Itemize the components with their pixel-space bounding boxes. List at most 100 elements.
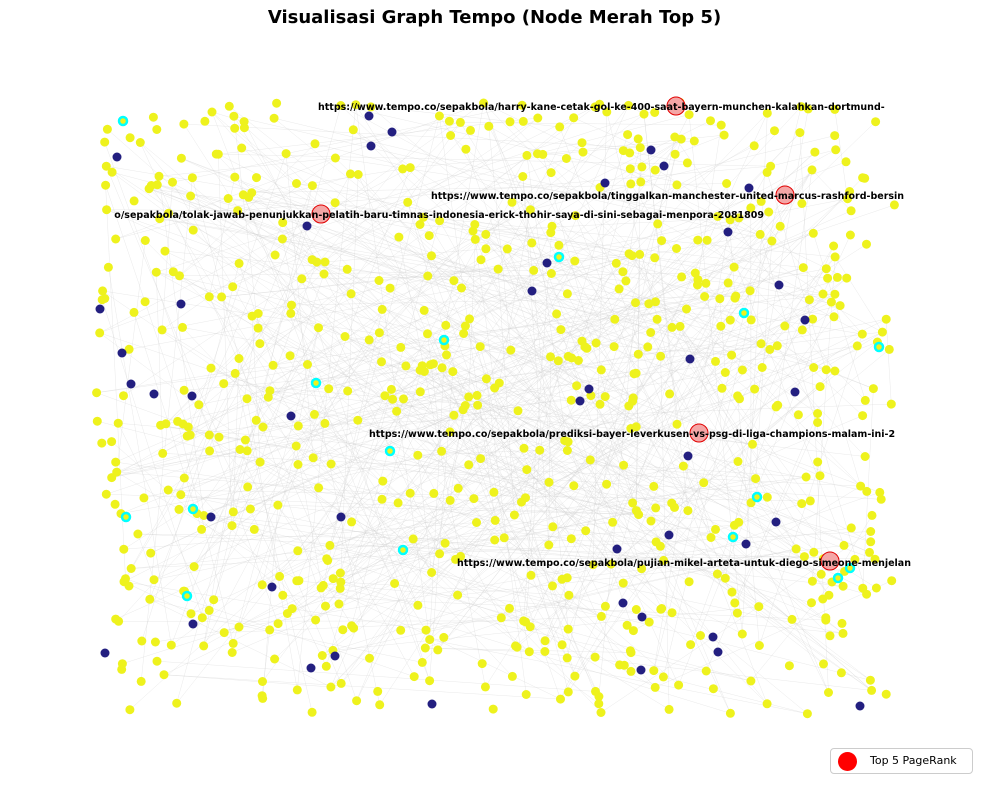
graph-node [725, 708, 735, 718]
legend: Top 5 PageRank [830, 748, 973, 774]
graph-node [836, 668, 846, 678]
graph-node [375, 700, 385, 710]
graph-node [423, 329, 432, 339]
graph-node [791, 544, 801, 554]
graph-edge [251, 183, 727, 193]
graph-edge [526, 155, 568, 451]
graph-node [320, 257, 330, 267]
graph-node [525, 622, 535, 632]
graph-edge [112, 171, 762, 344]
graph-node [270, 250, 280, 260]
graph-node [805, 496, 815, 506]
graph-node [160, 246, 170, 256]
graph-node [594, 699, 604, 709]
graph-node [204, 430, 214, 440]
graph-edge [323, 389, 392, 586]
graph-edge [509, 169, 813, 609]
graph-edge [210, 367, 826, 621]
graph-edge [233, 116, 259, 329]
graph-edge [632, 272, 696, 402]
graph-node-dark [664, 530, 674, 540]
graph-edge [186, 153, 287, 437]
graph-edge [233, 358, 240, 512]
graph-node [650, 682, 660, 692]
graph-node [815, 471, 825, 481]
graph-edge [172, 182, 419, 606]
graph-node [871, 583, 881, 593]
graph-edge [450, 132, 801, 501]
graph-edge [325, 313, 557, 607]
graph-node [875, 487, 885, 497]
graph-node [325, 540, 335, 550]
graph-edge [497, 268, 655, 487]
graph-edge [630, 168, 841, 306]
graph-edge [272, 138, 639, 366]
graph-node [469, 494, 479, 504]
graph-edge [479, 346, 576, 677]
graph-node [135, 138, 145, 147]
graph-node [626, 648, 636, 658]
graph-edge [326, 398, 404, 667]
graph-node [136, 676, 146, 686]
graph-node [529, 265, 539, 275]
graph-node [563, 624, 573, 634]
graph-node [625, 148, 635, 158]
graph-edge [203, 198, 848, 516]
graph-node [308, 453, 318, 463]
graph-edge [232, 327, 319, 644]
graph-edge [480, 458, 661, 610]
graph-node [858, 173, 868, 183]
graph-node [518, 116, 528, 126]
graph-edge [834, 109, 848, 199]
graph-node [102, 124, 112, 134]
graph-node [297, 274, 307, 284]
graph-edge [476, 395, 664, 561]
graph-node [273, 500, 283, 510]
graph-edge [233, 116, 824, 665]
node-layer [92, 97, 899, 719]
graph-edge [495, 191, 850, 521]
graph-node [633, 134, 643, 144]
graph-edge [301, 272, 696, 280]
graph-edge [340, 581, 569, 596]
graph-node-ring [751, 491, 763, 503]
graph-node [449, 276, 459, 286]
graph-node-ring [310, 377, 322, 389]
graph-node [442, 350, 451, 360]
graph-edge [433, 363, 824, 665]
graph-edge [465, 325, 768, 704]
graph-node [163, 485, 173, 495]
graph-edge [392, 399, 620, 666]
graph-edge [274, 151, 816, 660]
graph-edge [125, 304, 292, 579]
graph-edge [636, 254, 640, 511]
graph-node [461, 144, 471, 154]
graph-node [702, 235, 712, 245]
graph-node-dark [584, 384, 594, 394]
graph-node [204, 292, 214, 302]
graph-node-dark [176, 299, 186, 309]
top5-node-label: https://www.tempo.co/sepakbola/prediksi-… [369, 429, 895, 440]
graph-node [556, 694, 565, 704]
graph-node [413, 600, 423, 610]
graph-edge [285, 153, 314, 458]
graph-edge [605, 308, 687, 607]
graph-node [712, 569, 722, 579]
graph-edge [458, 400, 633, 489]
graph-node [347, 621, 357, 631]
graph-node [665, 389, 675, 399]
graph-node [676, 134, 686, 144]
graph-edge [480, 346, 844, 634]
graph-edge [485, 234, 670, 395]
graph-node [199, 511, 209, 520]
graph-edge [660, 293, 824, 547]
graph-node [517, 100, 527, 110]
graph-node [251, 415, 261, 425]
graph-node-dark [637, 612, 647, 622]
graph-node-dark [771, 517, 781, 527]
graph-node [652, 314, 662, 324]
graph-edge [131, 531, 871, 569]
graph-edge [719, 298, 726, 373]
graph-node [449, 410, 459, 420]
graph-edge [567, 450, 876, 560]
